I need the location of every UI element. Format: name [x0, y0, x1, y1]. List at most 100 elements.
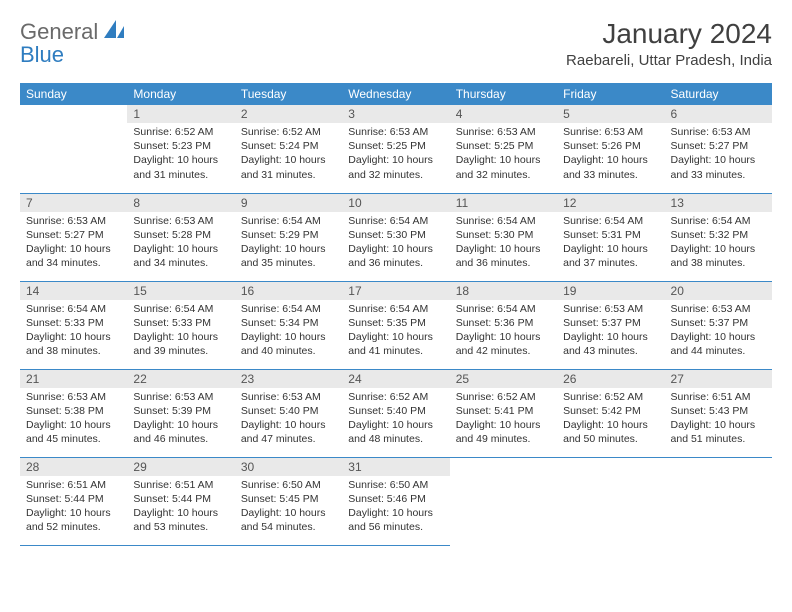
cell-body: Sunrise: 6:54 AMSunset: 5:35 PMDaylight:…: [342, 300, 449, 363]
cell-body: Sunrise: 6:53 AMSunset: 5:39 PMDaylight:…: [127, 388, 234, 451]
calendar-cell-empty: [20, 105, 127, 193]
sunrise-line: Sunrise: 6:50 AM: [348, 478, 443, 492]
day-number: 4: [450, 105, 557, 123]
day-number: 13: [665, 194, 772, 212]
daylight-line: Daylight: 10 hours and 40 minutes.: [241, 330, 336, 358]
daylight-line: Daylight: 10 hours and 35 minutes.: [241, 242, 336, 270]
sunset-line: Sunset: 5:30 PM: [456, 228, 551, 242]
sunset-line: Sunset: 5:32 PM: [671, 228, 766, 242]
daylight-line: Daylight: 10 hours and 43 minutes.: [563, 330, 658, 358]
sunset-line: Sunset: 5:26 PM: [563, 139, 658, 153]
sunset-line: Sunset: 5:24 PM: [241, 139, 336, 153]
sunrise-line: Sunrise: 6:53 AM: [133, 214, 228, 228]
sunrise-line: Sunrise: 6:54 AM: [671, 214, 766, 228]
sunset-line: Sunset: 5:27 PM: [671, 139, 766, 153]
sunrise-line: Sunrise: 6:53 AM: [348, 125, 443, 139]
day-number: 26: [557, 370, 664, 388]
cell-body: Sunrise: 6:50 AMSunset: 5:45 PMDaylight:…: [235, 476, 342, 539]
calendar-cell: 9Sunrise: 6:54 AMSunset: 5:29 PMDaylight…: [235, 193, 342, 281]
cell-body: Sunrise: 6:54 AMSunset: 5:34 PMDaylight:…: [235, 300, 342, 363]
day-number: 7: [20, 194, 127, 212]
sunset-line: Sunset: 5:28 PM: [133, 228, 228, 242]
calendar-cell: 4Sunrise: 6:53 AMSunset: 5:25 PMDaylight…: [450, 105, 557, 193]
cell-body: Sunrise: 6:53 AMSunset: 5:27 PMDaylight:…: [665, 123, 772, 186]
cell-body: Sunrise: 6:53 AMSunset: 5:37 PMDaylight:…: [665, 300, 772, 363]
calendar-cell: 16Sunrise: 6:54 AMSunset: 5:34 PMDayligh…: [235, 281, 342, 369]
calendar-cell: 6Sunrise: 6:53 AMSunset: 5:27 PMDaylight…: [665, 105, 772, 193]
logo: General: [20, 18, 130, 45]
cell-body: Sunrise: 6:53 AMSunset: 5:28 PMDaylight:…: [127, 212, 234, 275]
calendar-cell: 3Sunrise: 6:53 AMSunset: 5:25 PMDaylight…: [342, 105, 449, 193]
sunrise-line: Sunrise: 6:53 AM: [241, 390, 336, 404]
sunrise-line: Sunrise: 6:53 AM: [133, 390, 228, 404]
day-number: 19: [557, 282, 664, 300]
calendar-cell: 23Sunrise: 6:53 AMSunset: 5:40 PMDayligh…: [235, 369, 342, 457]
header: General January 2024 Raebareli, Uttar Pr…: [20, 18, 772, 69]
sunset-line: Sunset: 5:29 PM: [241, 228, 336, 242]
sunrise-line: Sunrise: 6:51 AM: [671, 390, 766, 404]
sunset-line: Sunset: 5:31 PM: [563, 228, 658, 242]
sunrise-line: Sunrise: 6:50 AM: [241, 478, 336, 492]
sunset-line: Sunset: 5:30 PM: [348, 228, 443, 242]
day-number: 12: [557, 194, 664, 212]
day-number: 6: [665, 105, 772, 123]
calendar-cell: 25Sunrise: 6:52 AMSunset: 5:41 PMDayligh…: [450, 369, 557, 457]
calendar-body: 1Sunrise: 6:52 AMSunset: 5:23 PMDaylight…: [20, 105, 772, 545]
calendar-cell: 14Sunrise: 6:54 AMSunset: 5:33 PMDayligh…: [20, 281, 127, 369]
sunset-line: Sunset: 5:33 PM: [26, 316, 121, 330]
calendar-cell: 19Sunrise: 6:53 AMSunset: 5:37 PMDayligh…: [557, 281, 664, 369]
sunrise-line: Sunrise: 6:54 AM: [456, 214, 551, 228]
daylight-line: Daylight: 10 hours and 56 minutes.: [348, 506, 443, 534]
day-number: 27: [665, 370, 772, 388]
sunset-line: Sunset: 5:45 PM: [241, 492, 336, 506]
daylight-line: Daylight: 10 hours and 34 minutes.: [26, 242, 121, 270]
sunset-line: Sunset: 5:33 PM: [133, 316, 228, 330]
day-number: 16: [235, 282, 342, 300]
daylight-line: Daylight: 10 hours and 37 minutes.: [563, 242, 658, 270]
weekday-header: Friday: [557, 83, 664, 105]
sunrise-line: Sunrise: 6:54 AM: [348, 214, 443, 228]
sunrise-line: Sunrise: 6:53 AM: [671, 125, 766, 139]
weekday-header: Monday: [127, 83, 234, 105]
day-number: 18: [450, 282, 557, 300]
cell-body: Sunrise: 6:51 AMSunset: 5:44 PMDaylight:…: [127, 476, 234, 539]
sunset-line: Sunset: 5:37 PM: [671, 316, 766, 330]
calendar-cell: 20Sunrise: 6:53 AMSunset: 5:37 PMDayligh…: [665, 281, 772, 369]
daylight-line: Daylight: 10 hours and 54 minutes.: [241, 506, 336, 534]
cell-body: Sunrise: 6:52 AMSunset: 5:23 PMDaylight:…: [127, 123, 234, 186]
daylight-line: Daylight: 10 hours and 53 minutes.: [133, 506, 228, 534]
sunrise-line: Sunrise: 6:54 AM: [26, 302, 121, 316]
calendar-cell-empty: [557, 457, 664, 545]
month-title: January 2024: [566, 18, 772, 50]
day-number: 30: [235, 458, 342, 476]
cell-body: Sunrise: 6:53 AMSunset: 5:25 PMDaylight:…: [450, 123, 557, 186]
cell-body: Sunrise: 6:54 AMSunset: 5:33 PMDaylight:…: [127, 300, 234, 363]
daylight-line: Daylight: 10 hours and 36 minutes.: [348, 242, 443, 270]
cell-body: Sunrise: 6:53 AMSunset: 5:37 PMDaylight:…: [557, 300, 664, 363]
daylight-line: Daylight: 10 hours and 41 minutes.: [348, 330, 443, 358]
sunrise-line: Sunrise: 6:53 AM: [563, 125, 658, 139]
cell-body: Sunrise: 6:54 AMSunset: 5:30 PMDaylight:…: [450, 212, 557, 275]
sunset-line: Sunset: 5:34 PM: [241, 316, 336, 330]
calendar-cell: 8Sunrise: 6:53 AMSunset: 5:28 PMDaylight…: [127, 193, 234, 281]
sunrise-line: Sunrise: 6:53 AM: [26, 390, 121, 404]
cell-body: Sunrise: 6:53 AMSunset: 5:25 PMDaylight:…: [342, 123, 449, 186]
sunrise-line: Sunrise: 6:52 AM: [348, 390, 443, 404]
day-number: 11: [450, 194, 557, 212]
sunrise-line: Sunrise: 6:51 AM: [26, 478, 121, 492]
calendar-cell: 28Sunrise: 6:51 AMSunset: 5:44 PMDayligh…: [20, 457, 127, 545]
weekday-header: Saturday: [665, 83, 772, 105]
calendar-row: 7Sunrise: 6:53 AMSunset: 5:27 PMDaylight…: [20, 193, 772, 281]
cell-body: Sunrise: 6:54 AMSunset: 5:30 PMDaylight:…: [342, 212, 449, 275]
day-number: 22: [127, 370, 234, 388]
cell-body: Sunrise: 6:54 AMSunset: 5:29 PMDaylight:…: [235, 212, 342, 275]
calendar-row: 28Sunrise: 6:51 AMSunset: 5:44 PMDayligh…: [20, 457, 772, 545]
cell-body: Sunrise: 6:54 AMSunset: 5:31 PMDaylight:…: [557, 212, 664, 275]
cell-body: Sunrise: 6:51 AMSunset: 5:43 PMDaylight:…: [665, 388, 772, 451]
calendar-row: 1Sunrise: 6:52 AMSunset: 5:23 PMDaylight…: [20, 105, 772, 193]
day-number: 20: [665, 282, 772, 300]
daylight-line: Daylight: 10 hours and 46 minutes.: [133, 418, 228, 446]
title-block: January 2024 Raebareli, Uttar Pradesh, I…: [566, 18, 772, 69]
daylight-line: Daylight: 10 hours and 38 minutes.: [26, 330, 121, 358]
day-number: 10: [342, 194, 449, 212]
